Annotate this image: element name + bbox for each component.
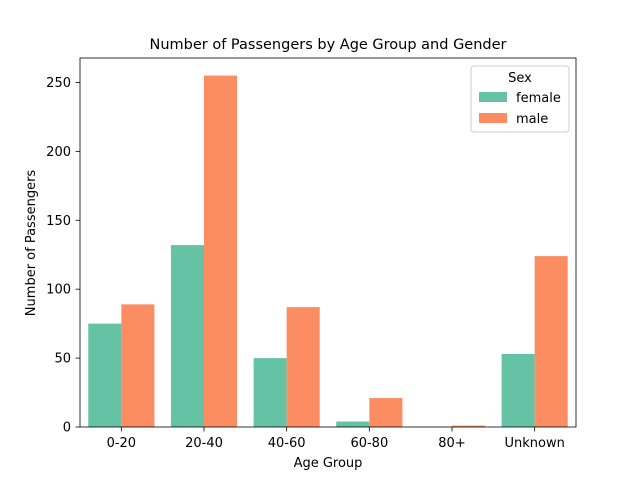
y-tick-label: 100: [46, 283, 71, 298]
bar-male-Unknown: [534, 256, 568, 427]
legend-label-female: female: [516, 91, 561, 106]
y-axis-label: Number of Passengers: [24, 170, 39, 317]
y-tick-label: 50: [54, 352, 71, 367]
x-tick-label: 20-40: [185, 436, 223, 451]
bar-female-40-60: [253, 358, 287, 427]
bar-female-60-80: [336, 421, 370, 427]
bar-male-20-40: [204, 75, 238, 428]
y-tick-label: 0: [63, 421, 71, 436]
y-tick-label: 250: [46, 76, 71, 91]
plot-frame: [79, 57, 577, 428]
x-axis-label: Age Group: [294, 456, 363, 471]
y-tick-label: 150: [46, 214, 71, 229]
x-tick-label: 40-60: [268, 436, 306, 451]
bar-male-0-20: [121, 304, 155, 427]
legend-swatch-male: [479, 113, 507, 123]
legend-swatch-female: [479, 92, 507, 102]
x-tick-label: 80+: [438, 436, 465, 451]
x-tick-label: 0-20: [107, 436, 137, 451]
bars-layer: [88, 75, 568, 428]
bar-male-80+: [452, 425, 486, 427]
x-tick-label: Unknown: [504, 436, 564, 451]
axes-layer: 0-20 20-40 40-60 60-80 80+ Unknown 0 50 100 150 20…: [46, 57, 577, 451]
bar-male-60-80: [369, 398, 403, 427]
y-tick-label: 200: [46, 145, 71, 160]
chart-title: Number of Passengers by Age Group and Ge…: [149, 37, 506, 53]
bar-female-Unknown: [501, 353, 535, 427]
bar-female-20-40: [170, 245, 204, 427]
legend-title: Sex: [508, 71, 532, 86]
bar-male-40-60: [286, 307, 320, 427]
legend: Sex female male: [470, 65, 570, 133]
x-tick-label: 60-80: [350, 436, 388, 451]
bar-female-0-20: [88, 323, 122, 427]
legend-label-male: male: [516, 112, 548, 127]
